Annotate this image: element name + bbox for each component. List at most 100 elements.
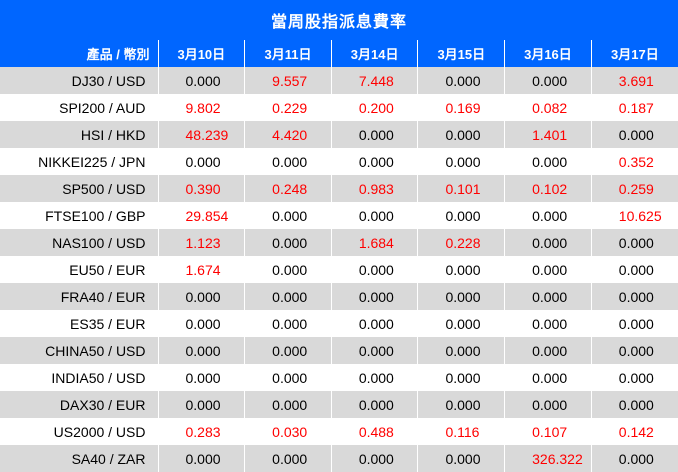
table-row: US2000 / USD 0.283 0.030 0.488 0.116 0.107 0.1… [0,418,678,445]
rate-cell: 0.000 [331,310,419,337]
rate-cell: 0.000 [417,121,506,148]
rate-cell: 0.000 [591,229,678,256]
rate-cell: 0.000 [331,202,419,229]
rate-cell: 0.000 [417,202,506,229]
product-cell: DJ30 / USD [0,67,159,94]
rate-cell: 0.248 [244,175,332,202]
rate-cell: 0.000 [331,148,419,175]
rate-cell: 0.102 [504,175,592,202]
rate-cell: 9.557 [244,67,332,94]
rate-cell: 0.228 [417,229,506,256]
rate-cell: 0.000 [417,391,506,418]
column-header-date: 3月14日 [331,40,419,67]
rate-cell: 10.625 [591,202,678,229]
rate-cell: 0.082 [504,94,592,121]
rate-cell: 0.000 [244,364,332,391]
rate-cell: 0.000 [504,337,592,364]
rate-cell: 9.802 [158,94,246,121]
rate-cell: 0.000 [417,445,506,472]
product-cell: NIKKEI225 / JPN [0,148,159,175]
rate-cell: 0.000 [244,148,332,175]
rate-cell: 0.000 [417,310,506,337]
column-header-date: 3月10日 [158,40,246,67]
rate-cell: 0.000 [504,229,592,256]
rate-cell: 0.000 [504,283,592,310]
rate-cell: 0.352 [591,148,678,175]
rate-cell: 0.000 [244,445,332,472]
table-row: NIKKEI225 / JPN 0.000 0.000 0.000 0.000 0.000… [0,148,678,175]
rate-cell: 0.000 [244,310,332,337]
rate-cell: 0.000 [158,364,246,391]
rate-cell: 0.000 [244,229,332,256]
rate-cell: 0.000 [504,391,592,418]
table-row: SA40 / ZAR 0.000 0.000 0.000 0.000 326.322 0.0… [0,445,678,472]
table-header: 產品 / 幣別 3月10日 3月11日 3月14日 3月15日 3月16日 3月… [0,40,678,67]
rate-cell: 7.448 [331,67,419,94]
rate-cell: 0.000 [417,67,506,94]
column-header-date: 3月11日 [244,40,332,67]
rate-cell: 0.000 [417,148,506,175]
product-cell: EU50 / EUR [0,256,159,283]
rate-cell: 0.000 [158,391,246,418]
rate-cell: 0.000 [504,256,592,283]
product-cell: INDIA50 / USD [0,364,159,391]
table-row: EU50 / EUR 1.674 0.000 0.000 0.000 0.000 0.000 [0,256,678,283]
rate-cell: 0.000 [591,337,678,364]
rate-cell: 0.142 [591,418,678,445]
rate-cell: 0.259 [591,175,678,202]
column-header-date: 3月15日 [417,40,506,67]
column-header-date: 3月17日 [591,40,678,67]
rate-cell: 0.000 [331,283,419,310]
product-cell: HSI / HKD [0,121,159,148]
rate-cell: 0.000 [417,337,506,364]
rate-cell: 0.101 [417,175,506,202]
table-row: CHINA50 / USD 0.000 0.000 0.000 0.000 0.000 0.… [0,337,678,364]
rate-cell: 0.983 [331,175,419,202]
product-cell: ES35 / EUR [0,310,159,337]
rate-cell: 0.000 [417,364,506,391]
product-cell: SP500 / USD [0,175,159,202]
rate-cell: 0.000 [158,445,246,472]
rate-cell: 0.000 [591,310,678,337]
rate-cell: 0.030 [244,418,332,445]
rate-cell: 0.000 [331,256,419,283]
rate-cell: 0.000 [591,256,678,283]
table-row: ES35 / EUR 0.000 0.000 0.000 0.000 0.000 0.000 [0,310,678,337]
rate-cell: 0.000 [158,148,246,175]
rate-cell: 0.200 [331,94,419,121]
rate-cell: 0.283 [158,418,246,445]
dividend-rate-table: 產品 / 幣別 3月10日 3月11日 3月14日 3月15日 3月16日 3月… [0,40,678,472]
header-row: 產品 / 幣別 3月10日 3月11日 3月14日 3月15日 3月16日 3月… [0,40,678,67]
rate-cell: 0.000 [591,364,678,391]
rate-cell: 0.000 [331,391,419,418]
rate-cell: 0.229 [244,94,332,121]
rate-cell: 48.239 [158,121,246,148]
rate-cell: 0.000 [504,67,592,94]
rate-cell: 0.000 [417,256,506,283]
product-cell: NAS100 / USD [0,229,159,256]
rate-cell: 0.187 [591,94,678,121]
rate-cell: 0.000 [504,202,592,229]
rate-cell: 0.000 [504,148,592,175]
page-title: 當周股指派息費率 [0,0,678,40]
rate-cell: 0.000 [244,391,332,418]
table-row: SPI200 / AUD 9.802 0.229 0.200 0.169 0.082 0.1… [0,94,678,121]
rate-cell: 0.000 [244,337,332,364]
table-row: INDIA50 / USD 0.000 0.000 0.000 0.000 0.000 0.… [0,364,678,391]
rate-cell: 29.854 [158,202,246,229]
product-cell: US2000 / USD [0,418,159,445]
rate-cell: 0.000 [244,256,332,283]
rate-cell: 0.000 [244,283,332,310]
rate-cell: 0.000 [331,337,419,364]
table-row: NAS100 / USD 1.123 0.000 1.684 0.228 0.000 0.0… [0,229,678,256]
rate-cell: 326.322 [504,445,592,472]
rate-cell: 0.000 [331,364,419,391]
table-row: FTSE100 / GBP 29.854 0.000 0.000 0.000 0.000 1… [0,202,678,229]
rate-cell: 0.000 [244,202,332,229]
column-header-date: 3月16日 [504,40,592,67]
product-cell: FRA40 / EUR [0,283,159,310]
rate-cell: 4.420 [244,121,332,148]
rate-cell: 0.000 [158,283,246,310]
rate-cell: 0.390 [158,175,246,202]
rate-cell: 0.000 [417,283,506,310]
